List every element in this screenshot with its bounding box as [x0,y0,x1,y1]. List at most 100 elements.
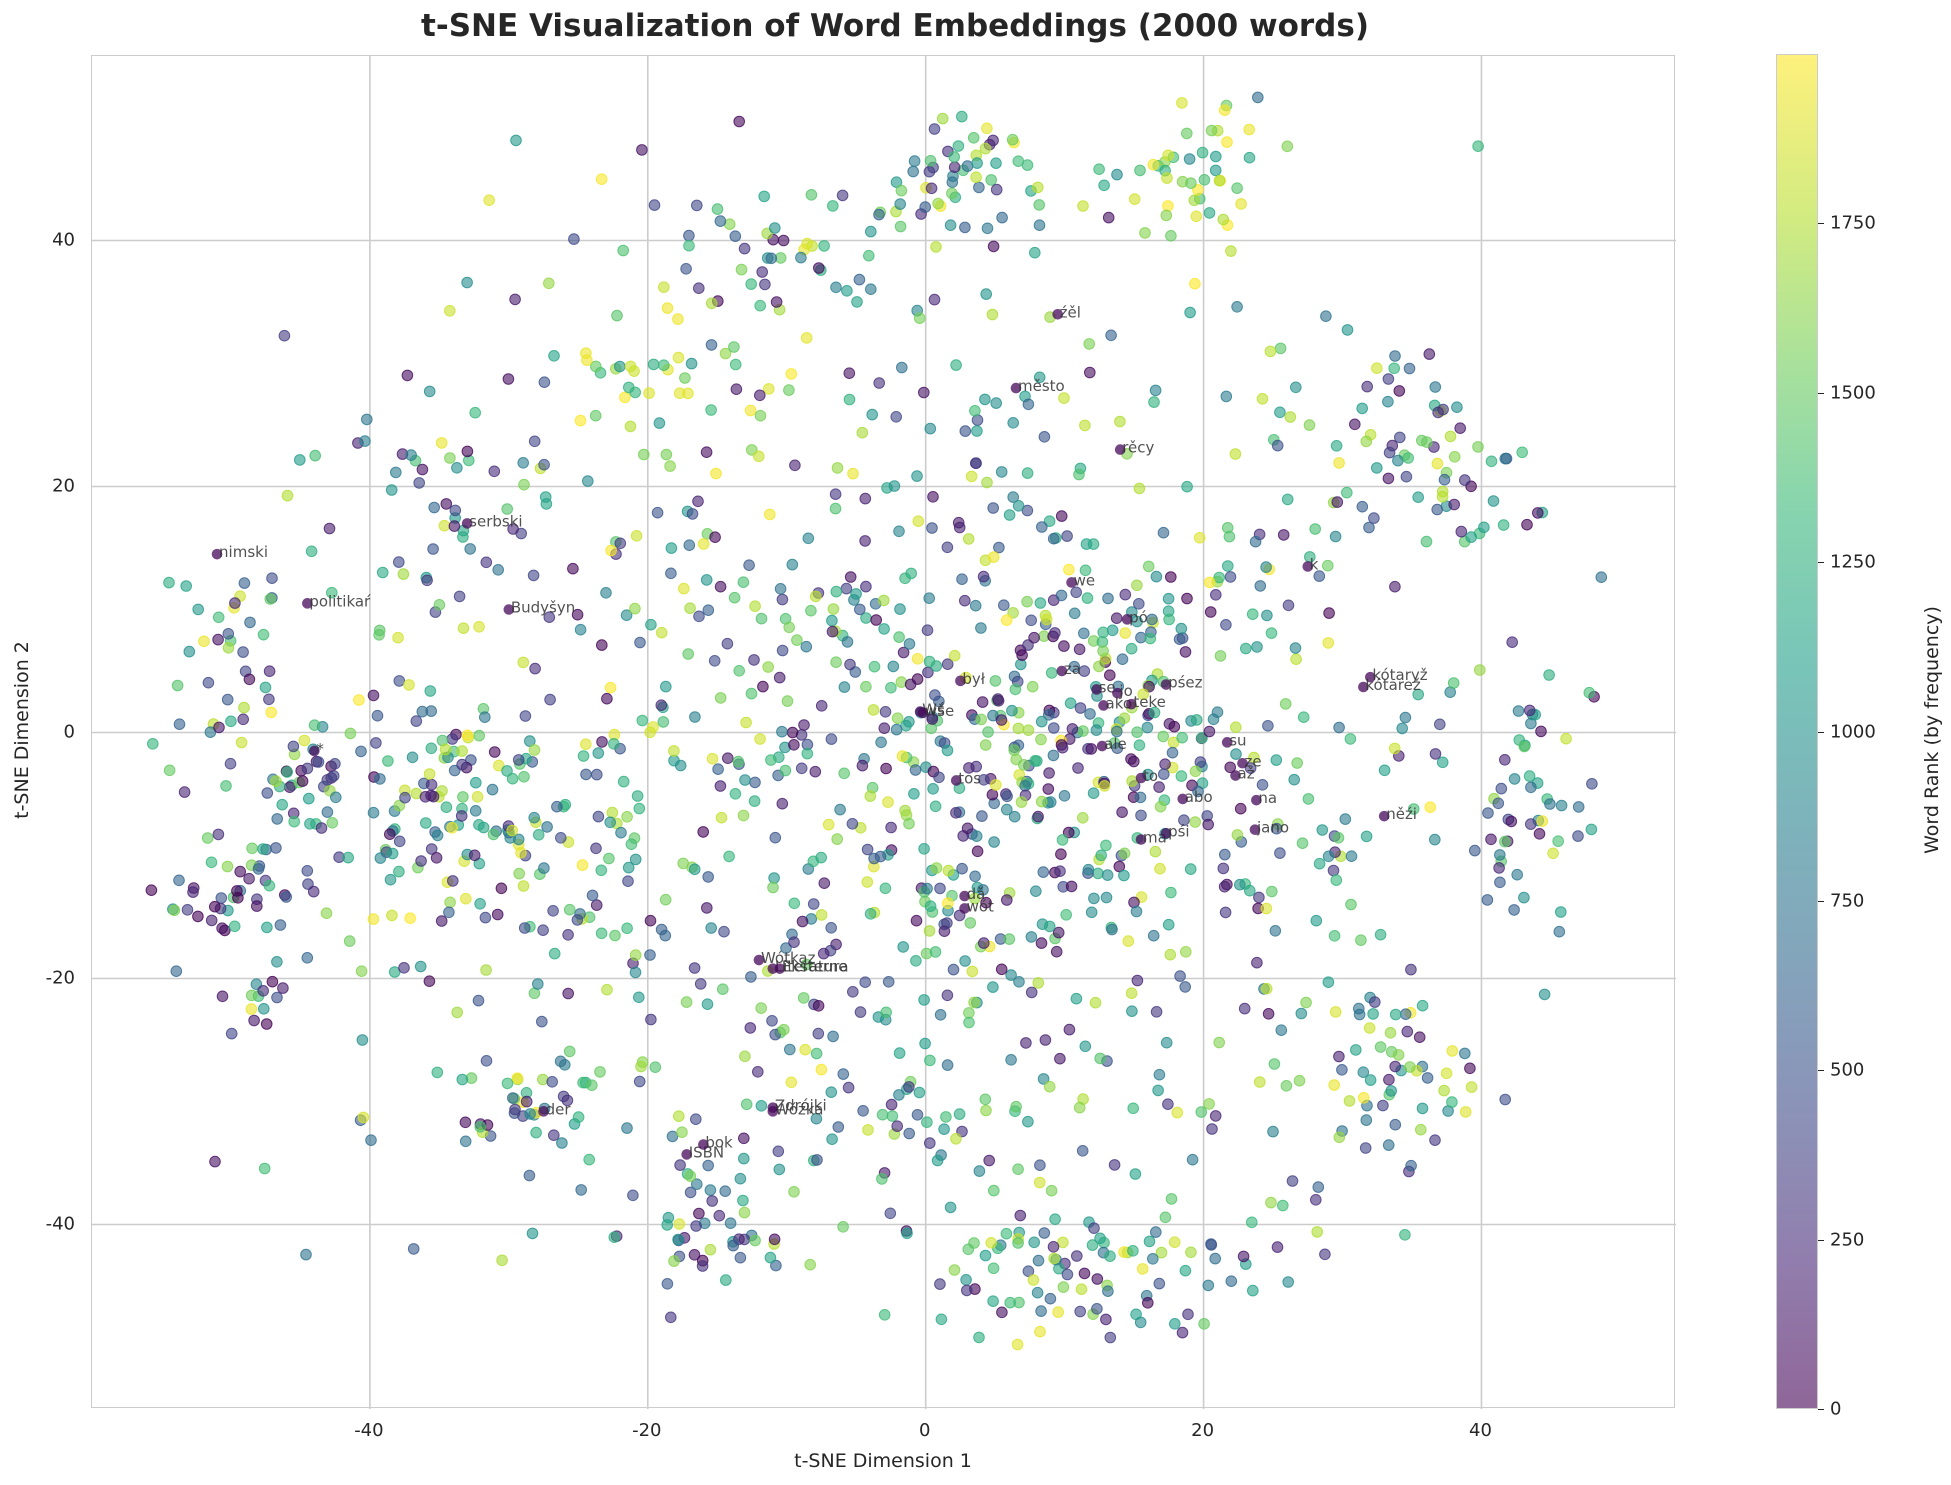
data-point [1229,448,1242,460]
data-point [903,817,915,830]
data-point [1231,182,1243,194]
data-point [980,1104,992,1117]
data-point [977,884,989,896]
data-point [547,905,559,917]
data-point [474,898,486,910]
data-point [786,726,799,739]
data-point [987,981,999,993]
annotated-point [1221,737,1233,748]
data-point [392,631,404,644]
data-point [540,498,553,510]
data-point [962,533,975,545]
data-point [263,693,275,706]
data-point [1058,790,1071,802]
data-point [1111,742,1124,755]
data-point [1143,680,1155,693]
data-point [1144,632,1157,645]
data-point [438,519,451,532]
data-point [1535,725,1547,738]
data-point [895,184,908,197]
data-point [893,1047,906,1059]
data-point [1518,891,1530,904]
data-point [762,661,775,673]
data-point [201,832,214,844]
word-annotation: źěl [1060,303,1081,321]
data-point [1152,1084,1164,1097]
data-point [556,1137,568,1149]
data-point [382,755,394,767]
data-point [330,791,342,804]
data-point [1392,1049,1405,1061]
data-point [765,754,777,766]
data-point [212,633,224,646]
data-point [1033,199,1046,211]
data-point [213,721,225,734]
data-point [1043,767,1055,779]
data-point [809,590,822,603]
data-point [1043,515,1056,528]
data-point [461,729,474,742]
data-point [296,775,309,787]
annotated-point [1160,679,1172,690]
data-point [1043,709,1055,721]
data-point [629,853,642,866]
colorbar-tick-label: 1000 [1830,721,1876,742]
data-point [896,750,909,762]
data-point [568,233,580,245]
data-point [517,656,530,669]
annotated-point [1052,309,1063,320]
data-point [619,391,631,404]
data-point [571,608,584,621]
word-annotation: město [1018,377,1065,395]
data-point [970,171,982,183]
data-point [225,1027,238,1040]
data-point [1043,1080,1056,1093]
data-point [1066,723,1079,735]
data-point [981,122,993,135]
data-point [1084,708,1096,720]
data-point [825,1086,838,1098]
word-annotation: pśi [1168,822,1190,840]
data-point [754,409,767,422]
data-point [817,947,830,960]
data-point [1359,1142,1372,1154]
data-point [212,611,225,624]
data-point [876,1173,888,1185]
data-point [1289,642,1302,654]
data-point [520,1095,533,1108]
data-point [1364,1074,1377,1086]
data-point [1178,814,1190,827]
annotated-point [753,954,765,966]
data-point [924,1137,936,1149]
data-point [1341,324,1354,336]
data-point [875,736,887,749]
data-point [1077,200,1089,212]
data-point [947,963,960,976]
data-point [1007,607,1019,619]
data-point [1034,597,1047,609]
data-point [826,1133,838,1145]
data-point [826,614,838,627]
data-point [308,719,321,732]
data-point [209,900,221,913]
data-point [1493,862,1505,874]
data-point [596,736,608,748]
data-point [665,567,677,580]
data-point [459,1116,472,1129]
data-point [800,958,813,971]
data-point [1251,956,1263,969]
data-point [1512,705,1525,717]
data-point [252,863,265,875]
annotated-point [1230,770,1241,781]
data-point [936,112,949,125]
data-point [386,847,399,860]
data-point [948,1264,961,1276]
data-point [393,865,405,878]
data-point [1218,104,1231,117]
data-point [934,1278,946,1290]
data-point [480,964,492,976]
word-annotation: bok [705,1134,733,1152]
data-point [837,1221,849,1233]
data-point [1085,743,1098,755]
data-point [1217,213,1230,226]
